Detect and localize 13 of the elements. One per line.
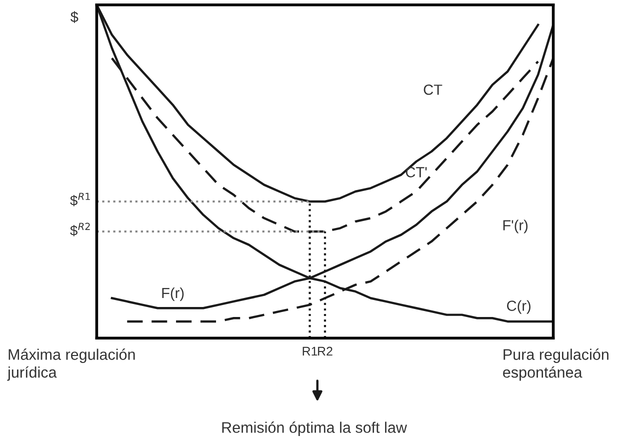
text: Pura regulación espontánea xyxy=(503,348,608,381)
text: CT xyxy=(424,84,442,95)
y-axis-title: $ xyxy=(70,11,78,23)
text: F'(r) xyxy=(503,220,528,234)
series-label: CT' xyxy=(406,167,427,178)
series-label: C(r) xyxy=(507,300,530,314)
text: Remisión óptima la soft law xyxy=(222,422,408,436)
ref-line-label: $$^{R2}$ xyxy=(70,222,90,236)
x-tick-label: R2 xyxy=(318,346,332,356)
x-tick-label: R1 xyxy=(302,346,318,356)
series-label: F(r) xyxy=(162,287,184,302)
ref-line-label: $$^{R1}$ xyxy=(70,192,90,206)
text: Máxima regulación jurídica xyxy=(7,348,135,381)
